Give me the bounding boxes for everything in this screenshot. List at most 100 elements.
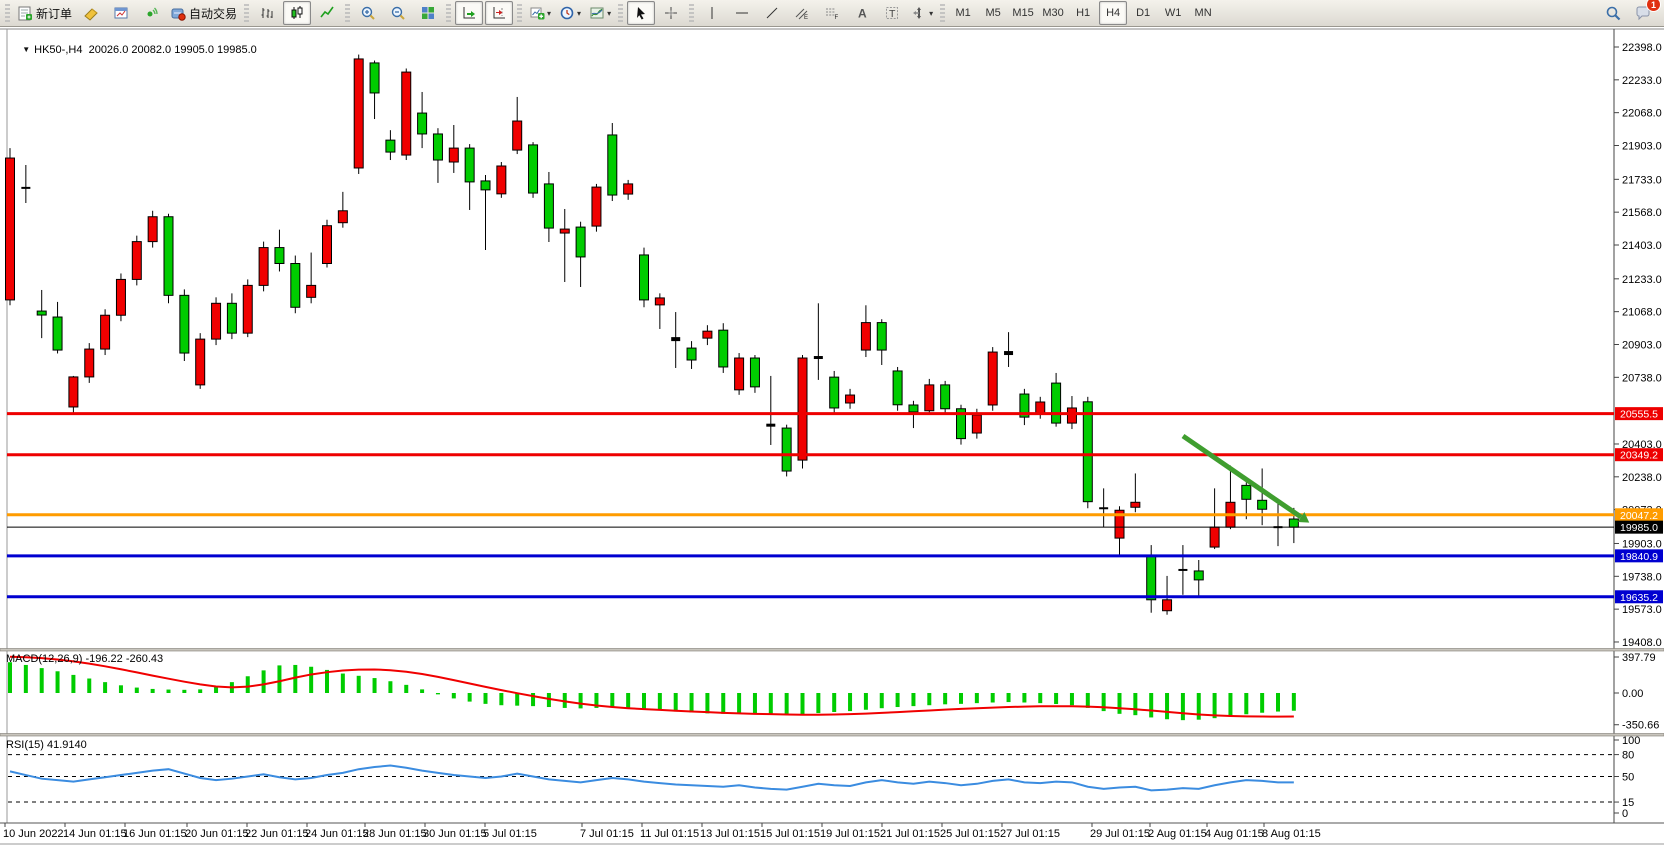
indicators-icon — [529, 5, 545, 21]
macd-bar — [642, 693, 646, 709]
horizontal-line-button[interactable] — [728, 1, 756, 25]
chat-icon — [1635, 5, 1651, 21]
channel-button[interactable]: E — [788, 1, 816, 25]
candle-body — [385, 139, 396, 153]
timeframe-h1-button[interactable]: H1 — [1076, 7, 1091, 19]
candle-body — [1051, 382, 1062, 424]
profiles-button[interactable] — [107, 1, 135, 25]
indicators-button[interactable]: ▾ — [526, 1, 554, 25]
candle-body — [290, 263, 301, 308]
macd-bar — [8, 662, 12, 693]
candle-body — [1209, 526, 1220, 548]
pane-separator[interactable] — [0, 648, 1664, 652]
macd-bar — [1038, 693, 1043, 704]
svg-text:21233.0: 21233.0 — [1622, 274, 1662, 286]
macd-bar — [356, 675, 361, 693]
new-order-button[interactable]: 新订单 — [14, 1, 75, 25]
timeframe-w1-button[interactable]: W1 — [1164, 7, 1182, 19]
macd-bar — [1149, 693, 1154, 718]
candle-body — [575, 226, 586, 258]
candle-body — [131, 241, 142, 280]
svg-text:21403.0: 21403.0 — [1622, 240, 1662, 252]
candle-body — [1130, 501, 1141, 508]
bar-chart-button[interactable] — [253, 1, 281, 25]
autotrading-button-label: 自动交易 — [189, 6, 238, 21]
periods-button[interactable]: ▾ — [556, 1, 584, 25]
hline-icon — [734, 5, 750, 21]
alerts-button[interactable] — [137, 1, 165, 25]
label-button[interactable]: T — [878, 1, 906, 25]
chevron-down-icon[interactable]: ▾ — [577, 8, 582, 18]
timeframe-m30-button[interactable]: M30 — [1042, 7, 1064, 19]
search-icon — [1605, 5, 1621, 21]
svg-text:21903.0: 21903.0 — [1622, 140, 1662, 152]
macd-indicator-label: MACD(12,26,9) -196.22 -260.43 — [6, 653, 164, 665]
tile-windows-button[interactable] — [414, 1, 442, 25]
vertical-line-button[interactable] — [698, 1, 726, 25]
crosshair-button[interactable] — [657, 1, 685, 25]
toolbar-separator — [446, 4, 452, 22]
candle-body — [718, 329, 729, 368]
chart-canvas[interactable]: 22398.0 22233.0 22068.0 21903.0 21733.0 21568… — [0, 27, 1664, 845]
macd-bar — [879, 693, 884, 709]
autotrading-button[interactable]: 自动交易 — [167, 1, 240, 25]
macd-bar — [404, 684, 409, 693]
trendline-button[interactable] — [758, 1, 786, 25]
candlestick-chart-button[interactable] — [283, 1, 312, 25]
svg-text:19738.0: 19738.0 — [1622, 571, 1662, 583]
svg-text:11 Jul 01:15: 11 Jul 01:15 — [640, 828, 699, 840]
pane-separator[interactable] — [0, 733, 1664, 737]
timeframe-d1-button[interactable]: D1 — [1136, 7, 1151, 19]
candle-body — [258, 247, 269, 286]
svg-text:30 Jun 01:15: 30 Jun 01:15 — [423, 828, 487, 840]
cursor-button[interactable] — [627, 1, 656, 25]
macd-bar — [435, 693, 440, 695]
chevron-down-icon[interactable]: ▾ — [607, 8, 612, 18]
timeframe-mn-button[interactable]: MN — [1194, 7, 1212, 19]
arrows-button[interactable]: ▾ — [908, 1, 936, 25]
svg-text:22398.0: 22398.0 — [1622, 42, 1662, 54]
templates-button[interactable]: ▾ — [586, 1, 614, 25]
new-chart-button[interactable] — [77, 1, 105, 25]
macd-bar — [594, 693, 599, 708]
macd-bar — [768, 693, 773, 715]
text-button[interactable]: A — [848, 1, 876, 25]
macd-bar — [198, 689, 203, 693]
macd-bar — [990, 693, 995, 703]
zoom-out-button[interactable] — [384, 1, 412, 25]
candle-body — [892, 370, 903, 406]
auto-scroll-button[interactable] — [455, 1, 484, 25]
macd-bar — [261, 670, 266, 693]
fibonacci-button[interactable]: F — [818, 1, 846, 25]
timeframe-h4-button[interactable]: H4 — [1099, 1, 1128, 25]
chart-shift-button[interactable] — [485, 1, 514, 25]
candle-body — [1019, 393, 1030, 418]
chevron-down-icon[interactable]: ▾ — [929, 8, 934, 18]
timeframe-m15-button[interactable]: M15 — [1012, 7, 1034, 19]
timeframe-m5-button[interactable]: M5 — [985, 7, 1001, 19]
chat-button[interactable]: 1 — [1629, 0, 1661, 25]
search-button[interactable] — [1599, 1, 1627, 25]
svg-text:19903.0: 19903.0 — [1622, 538, 1662, 550]
svg-text:21568.0: 21568.0 — [1622, 207, 1662, 219]
macd-bar — [927, 693, 932, 706]
zoom-in-button[interactable] — [354, 1, 382, 25]
timeframe-m1-button[interactable]: M1 — [955, 7, 971, 19]
line-chart-button[interactable] — [313, 1, 341, 25]
candle-body — [512, 120, 523, 151]
collapse-triangle-icon[interactable]: ▼ — [22, 45, 31, 54]
svg-text:8 Aug 01:15: 8 Aug 01:15 — [1262, 828, 1321, 840]
svg-text:20903.0: 20903.0 — [1622, 339, 1662, 351]
price-tag — [1615, 407, 1663, 421]
candle-body — [163, 216, 174, 296]
chevron-down-icon[interactable]: ▾ — [547, 8, 552, 18]
macd-bar — [911, 693, 916, 707]
candle-body — [1146, 555, 1157, 601]
macd-bar — [483, 693, 488, 704]
macd-signal-line — [9, 655, 1294, 718]
candle-body — [1066, 407, 1077, 424]
svg-text:28 Jun 01:15: 28 Jun 01:15 — [363, 828, 427, 840]
trend-arrow[interactable] — [1181, 433, 1310, 523]
candle-body — [1082, 401, 1093, 503]
candle-body — [195, 338, 206, 386]
